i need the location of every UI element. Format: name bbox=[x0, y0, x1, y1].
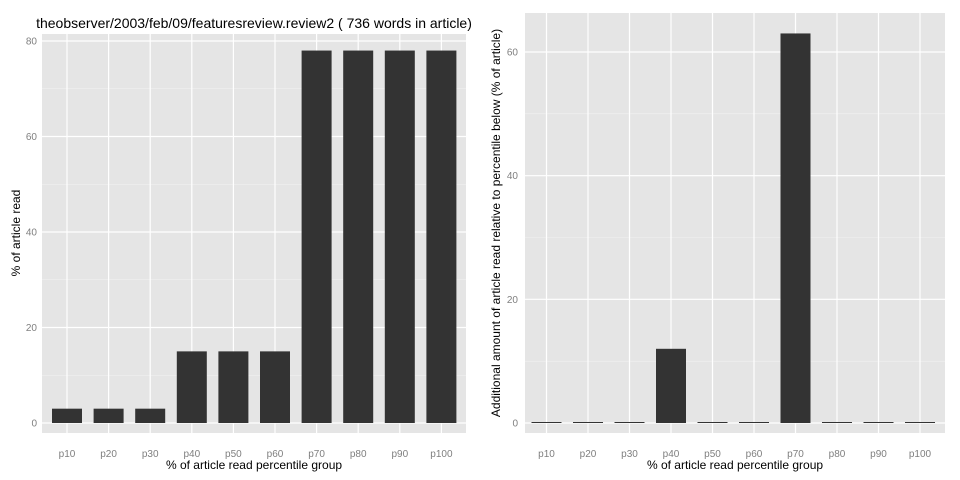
right-x-tick-label: p50 bbox=[704, 449, 721, 460]
right-y-tick-label: 40 bbox=[507, 171, 519, 182]
right-y-axis-title: Additional amount of article read relati… bbox=[489, 29, 503, 417]
right-y-tick-label: 20 bbox=[507, 295, 519, 306]
left-chart-title: theobserver/2003/feb/09/featuresreview.r… bbox=[36, 15, 472, 31]
left-x-tick-label: p100 bbox=[430, 449, 453, 460]
right-y-tick-labels: 0 20 40 60 bbox=[507, 48, 519, 430]
right-x-tick-labels: p10 p20 p30 p40 p50 p60 p70 p80 p90 p100 bbox=[538, 449, 931, 460]
left-y-tick-labels: 0 20 40 60 80 bbox=[26, 37, 38, 430]
right-plot-panel bbox=[525, 13, 945, 433]
right-x-tick-label: p30 bbox=[621, 449, 638, 460]
left-bar-p70 bbox=[301, 50, 332, 424]
left-bar-p40 bbox=[176, 351, 207, 423]
right-bar-p30 bbox=[614, 422, 645, 423]
left-y-tick-label: 60 bbox=[26, 132, 38, 143]
left-x-tick-label: p10 bbox=[59, 449, 76, 460]
left-bar-p20 bbox=[93, 408, 124, 423]
right-bars bbox=[531, 33, 935, 423]
left-x-tick-labels: p10 p20 p30 p40 p50 p60 p70 p80 p90 p100 bbox=[59, 449, 453, 460]
left-x-axis-title: % of article read percentile group bbox=[166, 458, 342, 472]
left-x-tick-label: p90 bbox=[391, 449, 408, 460]
left-x-tick-label: p60 bbox=[267, 449, 284, 460]
left-bar-p50 bbox=[218, 351, 249, 423]
right-y-tick-label: 60 bbox=[507, 48, 519, 59]
right-bar-p70 bbox=[780, 33, 811, 423]
right-bar-p50 bbox=[697, 422, 728, 423]
right-x-tick-label: p70 bbox=[787, 449, 804, 460]
right-bar-p20 bbox=[573, 422, 603, 423]
left-bar-p10 bbox=[52, 408, 82, 423]
left-bar-p100 bbox=[426, 50, 457, 424]
right-bar-p60 bbox=[739, 422, 769, 423]
right-bar-p40 bbox=[656, 348, 686, 423]
right-bar-p80 bbox=[822, 422, 852, 423]
right-x-tick-label: p90 bbox=[870, 449, 887, 460]
left-bar-p80 bbox=[343, 50, 374, 424]
left-bar-p30 bbox=[135, 408, 166, 423]
left-y-tick-label: 20 bbox=[26, 323, 38, 334]
left-y-tick-label: 0 bbox=[31, 419, 37, 430]
left-chart: theobserver/2003/feb/09/featuresreview.r… bbox=[9, 15, 472, 472]
right-x-axis-title: % of article read percentile group bbox=[647, 458, 823, 472]
right-x-tick-label: p100 bbox=[909, 449, 932, 460]
left-y-tick-label: 80 bbox=[26, 37, 38, 48]
left-x-tick-label: p20 bbox=[100, 449, 117, 460]
right-x-tick-label: p60 bbox=[746, 449, 763, 460]
left-x-tick-label: p50 bbox=[225, 449, 242, 460]
right-x-tick-label: p40 bbox=[663, 449, 680, 460]
right-bar-p10 bbox=[531, 422, 562, 423]
left-y-tick-label: 40 bbox=[26, 228, 38, 239]
right-y-tick-label: 0 bbox=[512, 419, 518, 430]
left-x-tick-label: p40 bbox=[183, 449, 200, 460]
right-bar-p90 bbox=[863, 422, 894, 423]
right-bar-p100 bbox=[905, 422, 935, 423]
left-y-axis-title: % of article read bbox=[9, 190, 23, 277]
right-x-tick-label: p10 bbox=[538, 449, 555, 460]
left-bar-p90 bbox=[384, 50, 415, 424]
left-x-tick-label: p80 bbox=[350, 449, 367, 460]
left-bar-p60 bbox=[260, 351, 290, 423]
left-bars bbox=[52, 50, 457, 424]
left-x-tick-label: p30 bbox=[142, 449, 159, 460]
left-x-tick-label: p70 bbox=[308, 449, 325, 460]
right-x-tick-label: p20 bbox=[580, 449, 597, 460]
right-x-tick-label: p80 bbox=[829, 449, 846, 460]
